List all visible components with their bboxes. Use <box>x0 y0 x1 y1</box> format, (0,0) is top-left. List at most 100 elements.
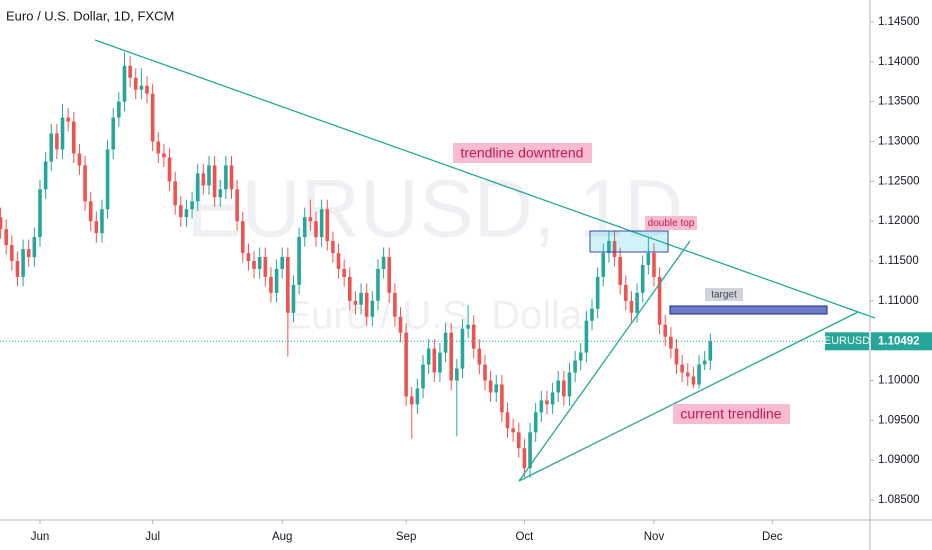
candle-body <box>83 165 87 202</box>
candle-body <box>702 360 707 365</box>
candle-body <box>409 396 414 405</box>
y-tick-label: 1.12500 <box>878 175 920 187</box>
candle-body <box>550 392 555 405</box>
candle-body <box>43 161 48 190</box>
x-tick-label: Jul <box>145 531 160 543</box>
x-tick-label: Oct <box>515 531 534 543</box>
candle-body <box>584 320 589 353</box>
y-tick-label: 1.09500 <box>878 414 920 426</box>
candle-body <box>674 348 679 365</box>
candle-body <box>471 324 476 349</box>
y-tick-label: 1.08500 <box>878 494 920 506</box>
candle-body <box>218 189 223 198</box>
candle-body <box>348 276 352 301</box>
annotation: double top <box>648 218 695 229</box>
candle-body <box>77 153 82 166</box>
candle-body <box>432 348 437 373</box>
annotation: trendline downtrend <box>461 145 584 161</box>
candle-body <box>117 101 121 118</box>
x-tick-label: Nov <box>644 531 665 543</box>
y-tick-label: 1.12000 <box>878 215 920 227</box>
candle-body <box>505 412 510 429</box>
trendline-down <box>94 39 876 319</box>
candle-body <box>539 400 544 413</box>
candle-body <box>49 133 54 162</box>
candle-body <box>646 253 651 265</box>
trendline-current <box>518 311 859 482</box>
candle-body <box>488 380 493 393</box>
candle-body <box>224 165 228 190</box>
candle-body <box>145 85 149 94</box>
y-tick-label: 1.14000 <box>878 56 920 68</box>
candle-body <box>449 332 453 381</box>
candle-body <box>21 249 25 277</box>
double-top-box <box>589 230 669 253</box>
candle-body <box>88 201 93 222</box>
candle-body <box>229 165 234 190</box>
candle-body <box>302 217 307 238</box>
trendline-up-steep <box>518 240 691 482</box>
candle-body <box>257 257 262 269</box>
candle-body <box>38 189 42 238</box>
candle-body <box>128 65 132 78</box>
candle-body <box>32 237 37 258</box>
target-box <box>669 305 828 315</box>
candle-body <box>269 276 273 293</box>
candle-body <box>55 133 59 150</box>
candle-body <box>376 268 380 301</box>
candle-body <box>342 268 346 277</box>
candle-body <box>201 173 206 186</box>
candle-body <box>319 209 324 238</box>
watermark-subtitle: Euro / U.S. Dollar <box>284 294 595 338</box>
candle-body <box>545 400 549 405</box>
candle-body <box>691 376 696 385</box>
candle-body <box>167 157 172 182</box>
candle-body <box>595 276 600 309</box>
candle-body <box>640 264 645 293</box>
candle-body <box>212 165 217 198</box>
candle-body <box>669 336 673 349</box>
candle-body <box>71 121 76 154</box>
candle-body <box>195 173 200 202</box>
candle-body <box>15 260 20 277</box>
price-label-box <box>871 332 932 351</box>
candle-body <box>573 360 577 373</box>
candle-body <box>190 201 194 210</box>
x-tick-label: Jun <box>31 531 50 543</box>
candle-body <box>235 189 239 222</box>
candle-body <box>680 364 684 373</box>
candle-body <box>111 117 116 150</box>
candle-body <box>635 292 639 313</box>
x-tick-label: Aug <box>272 531 292 543</box>
candle-body <box>353 300 358 305</box>
symbol-label-box <box>825 332 869 351</box>
annotation-box <box>673 404 790 424</box>
candle-body <box>10 245 14 261</box>
candle-body <box>511 428 515 433</box>
candle-body <box>308 217 313 222</box>
candle-body <box>364 292 369 317</box>
candle-body <box>60 117 65 150</box>
candle-body <box>94 221 99 234</box>
candle-body <box>246 253 251 261</box>
candle-body <box>500 384 504 413</box>
candle-body <box>708 341 713 361</box>
candle-body <box>697 364 701 385</box>
candle-body <box>652 253 656 277</box>
candle-body <box>685 372 690 377</box>
candle-body <box>4 229 8 246</box>
candle-body <box>179 205 183 218</box>
candle-body <box>477 348 482 365</box>
y-tick-label: 1.11500 <box>878 255 919 267</box>
candle-body <box>438 352 442 373</box>
candle-body <box>173 181 177 206</box>
candle-body <box>657 276 662 325</box>
candle-body <box>263 257 268 277</box>
candle-body <box>663 324 668 337</box>
candle-body <box>443 332 448 353</box>
candle-body <box>156 141 161 154</box>
candle-body <box>528 432 532 469</box>
annotation: target <box>711 290 737 301</box>
candle-body <box>516 432 521 449</box>
annotation-box <box>705 288 743 301</box>
